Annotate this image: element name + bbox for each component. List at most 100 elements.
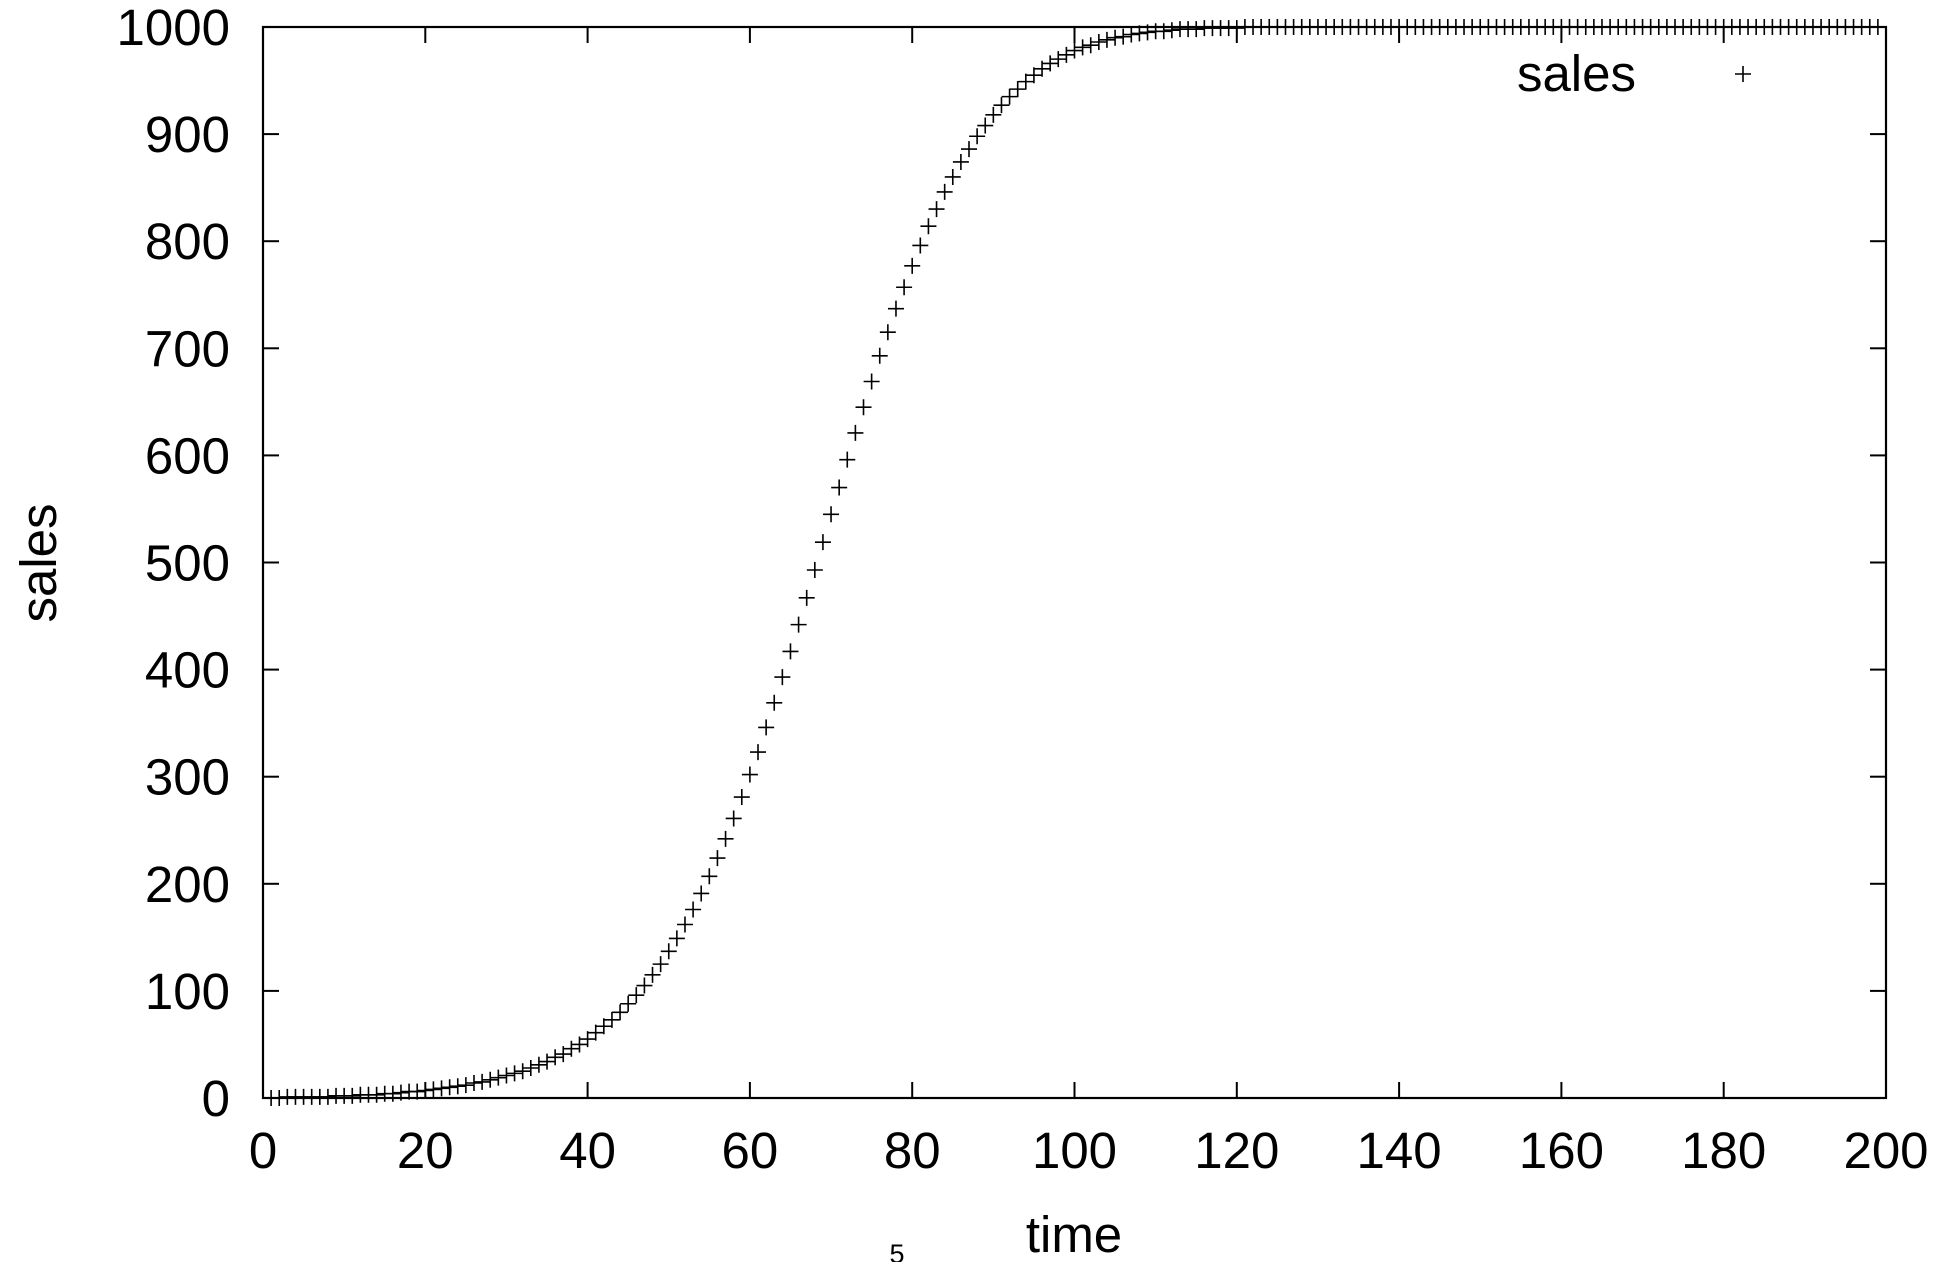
plot-frame xyxy=(261,25,1888,1100)
data-point xyxy=(701,868,718,885)
x-tick-label: 60 xyxy=(722,1122,779,1179)
x-tick-labels: 0 20 40 60 80 100 120 140 160 180 200 xyxy=(249,1122,1929,1179)
y-tick-labels: 0 100 200 300 400 500 600 700 800 900 1000 xyxy=(117,0,230,1127)
data-point xyxy=(920,218,937,235)
data-point xyxy=(676,916,693,933)
data-point xyxy=(725,810,742,827)
data-point xyxy=(271,1090,288,1106)
x-tick-label: 200 xyxy=(1843,1122,1928,1179)
data-point xyxy=(758,719,775,736)
data-point xyxy=(1123,26,1140,43)
x-tick-label: 160 xyxy=(1519,1122,1604,1179)
data-point xyxy=(928,201,945,218)
data-point xyxy=(579,1031,596,1048)
data-point xyxy=(814,534,831,551)
data-point xyxy=(409,1083,426,1100)
legend-label-sales: sales xyxy=(1517,45,1636,102)
x-tick-label: 80 xyxy=(884,1122,941,1179)
data-point xyxy=(498,1067,515,1084)
data-point xyxy=(985,106,1002,123)
data-point xyxy=(522,1060,539,1077)
data-point xyxy=(887,300,904,317)
data-point xyxy=(1163,22,1180,39)
data-point xyxy=(441,1079,458,1096)
data-point xyxy=(831,479,848,496)
data-point xyxy=(1188,21,1205,38)
data-point xyxy=(798,589,815,606)
data-point xyxy=(506,1065,523,1082)
data-point xyxy=(636,977,653,994)
data-point xyxy=(855,399,872,416)
data-point xyxy=(936,183,953,200)
data-point xyxy=(904,257,921,274)
y-tick-label: 600 xyxy=(145,427,230,484)
data-point xyxy=(709,850,726,867)
data-point xyxy=(1009,81,1026,98)
data-point xyxy=(319,1088,336,1105)
y-tick-label: 300 xyxy=(145,749,230,806)
data-point xyxy=(384,1085,401,1102)
data-point xyxy=(717,830,734,847)
data-point xyxy=(1050,51,1067,68)
x-tick-label: 40 xyxy=(559,1122,616,1179)
data-point xyxy=(750,744,767,761)
x-tick-label: 140 xyxy=(1357,1122,1442,1179)
data-point xyxy=(1098,31,1115,48)
data-point xyxy=(1058,46,1075,63)
data-point xyxy=(790,616,807,633)
data-point xyxy=(896,279,913,296)
x-tick-label: 20 xyxy=(397,1122,454,1179)
data-point xyxy=(1139,24,1156,41)
data-point xyxy=(660,943,677,960)
data-point xyxy=(555,1046,572,1063)
data-point xyxy=(620,995,637,1012)
data-point xyxy=(741,766,758,783)
data-point xyxy=(961,141,978,158)
data-point xyxy=(612,1004,629,1021)
data-point xyxy=(871,347,888,364)
data-point xyxy=(392,1084,409,1101)
y-tick-label: 800 xyxy=(145,213,230,270)
data-point xyxy=(490,1069,507,1086)
data-point xyxy=(766,694,783,711)
data-point xyxy=(1131,25,1148,42)
x-tick-label: 0 xyxy=(249,1122,277,1179)
sales-series xyxy=(263,19,1886,1106)
data-point xyxy=(863,373,880,390)
y-tick-label: 1000 xyxy=(117,0,230,56)
legend-marker-sales xyxy=(1735,66,1751,82)
x-tick-label: 180 xyxy=(1681,1122,1766,1179)
data-point xyxy=(368,1086,385,1103)
data-point xyxy=(628,987,645,1004)
data-point xyxy=(449,1078,466,1095)
data-point xyxy=(977,117,994,134)
data-point xyxy=(652,956,669,973)
data-point xyxy=(474,1073,491,1090)
data-point xyxy=(587,1024,604,1041)
data-point xyxy=(1001,88,1018,105)
data-point xyxy=(1017,73,1034,90)
data-point xyxy=(693,885,710,902)
data-point xyxy=(425,1081,442,1098)
legend: sales xyxy=(1517,45,1751,102)
data-point xyxy=(1074,39,1091,56)
data-point xyxy=(344,1087,361,1104)
data-point xyxy=(1042,55,1059,72)
data-point xyxy=(685,901,702,918)
x-tick-label: 100 xyxy=(1032,1122,1117,1179)
data-point xyxy=(668,930,685,947)
data-point xyxy=(563,1040,580,1057)
x-tick-label: 120 xyxy=(1194,1122,1279,1179)
y-tick-label: 500 xyxy=(145,535,230,592)
data-point xyxy=(782,643,799,660)
data-point xyxy=(571,1036,588,1053)
y-axis-title: sales xyxy=(10,503,67,622)
data-point xyxy=(1090,33,1107,50)
y-tick-label: 900 xyxy=(145,106,230,163)
y-tick-label: 400 xyxy=(145,642,230,699)
data-point xyxy=(1066,42,1083,59)
data-point xyxy=(1155,23,1172,40)
data-point xyxy=(944,168,961,185)
page-number: 5 xyxy=(889,1239,904,1262)
